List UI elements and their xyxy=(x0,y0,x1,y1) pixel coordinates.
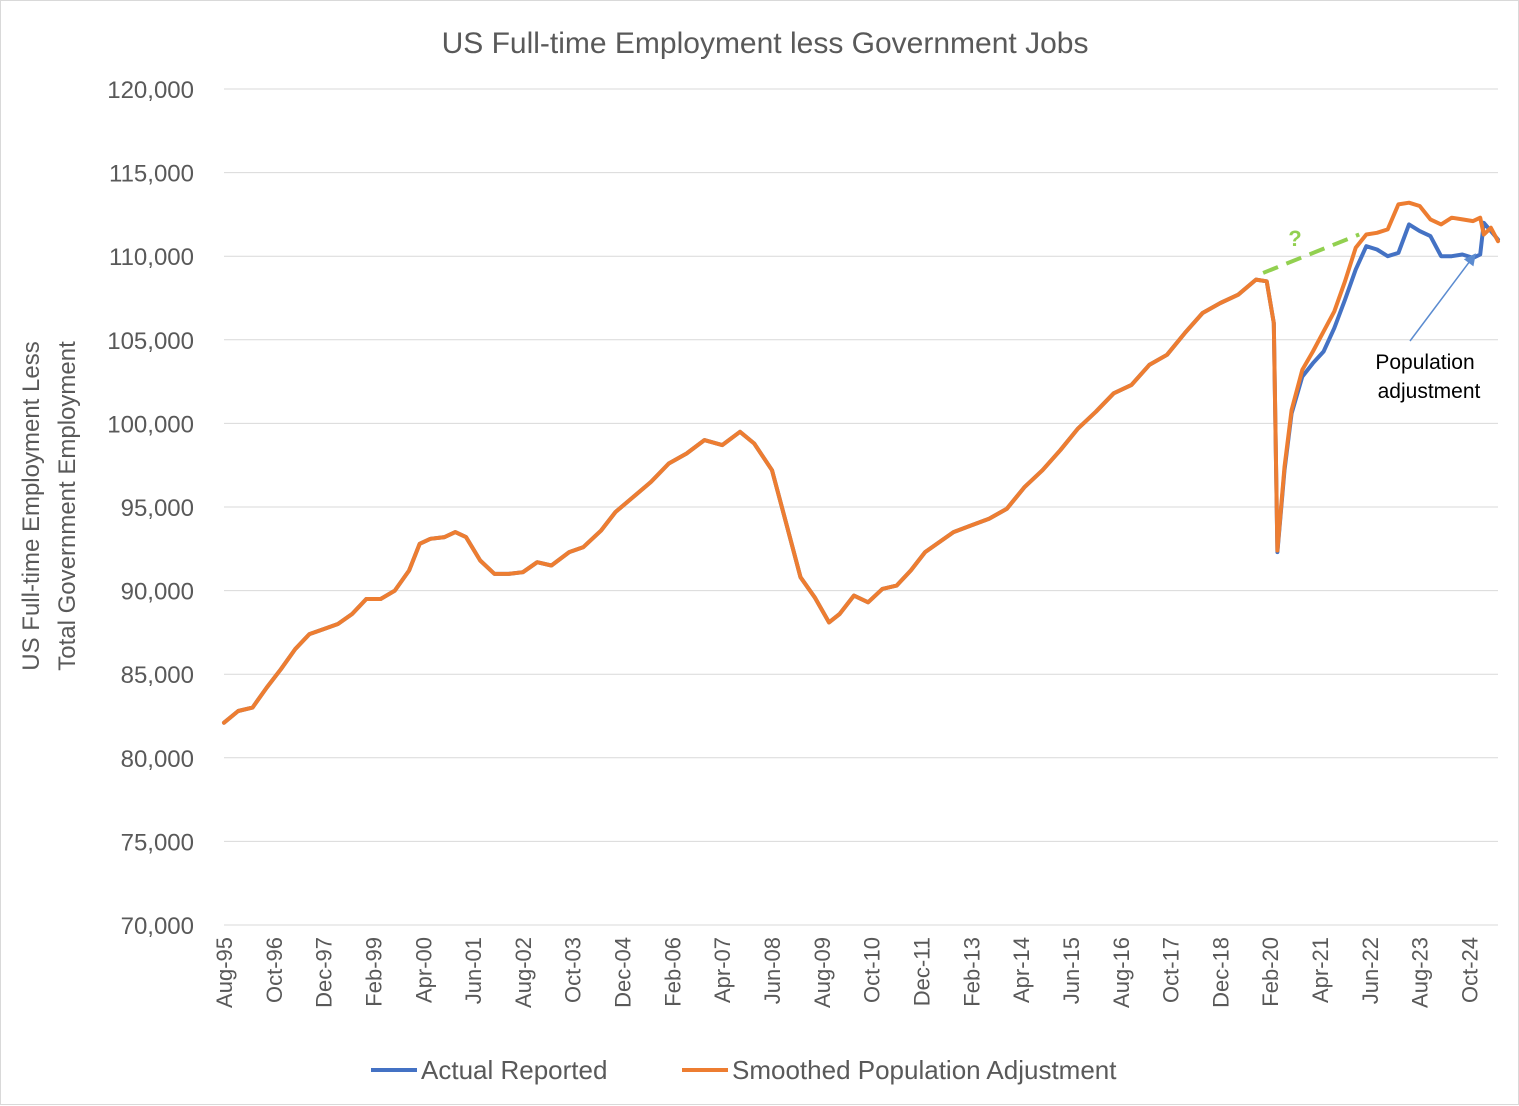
x-tick-label: Aug-23 xyxy=(1408,937,1433,1008)
y-tick-label: 95,000 xyxy=(121,495,194,522)
annotation-line-1: Population xyxy=(1375,351,1474,374)
x-tick-label: Jun-15 xyxy=(1059,937,1084,1004)
y-tick-label: 115,000 xyxy=(109,161,194,188)
series-line-0 xyxy=(222,220,1500,725)
x-tick-label: Oct-03 xyxy=(561,937,586,1003)
x-axis-ticks: Aug-95 Oct-96 Dec-97 Feb-99 Apr-00 Jun-01 Aug-… xyxy=(212,937,1483,1008)
legend-label-smoothed: Smoothed Population Adjustment xyxy=(732,1055,1117,1085)
x-tick-label: Jun-01 xyxy=(461,937,486,1004)
x-tick-label: Dec-18 xyxy=(1208,937,1233,1008)
x-tick-label: Aug-16 xyxy=(1109,937,1134,1008)
y-tick-label: 120,000 xyxy=(107,77,194,104)
x-tick-label: Aug-02 xyxy=(511,937,536,1008)
trend-overlay: ? xyxy=(1262,226,1360,275)
series-lines xyxy=(222,200,1500,725)
x-tick-label: Feb-13 xyxy=(959,937,984,1007)
x-tick-label: Oct-17 xyxy=(1159,937,1184,1003)
x-tick-label: Apr-21 xyxy=(1308,937,1333,1003)
y-axis-title-line-1: US Full-time Employment Less xyxy=(18,341,45,670)
trend-dashed-line xyxy=(1262,232,1360,275)
x-tick-label: Jun-08 xyxy=(760,937,785,1004)
x-tick-label: Feb-99 xyxy=(361,937,386,1007)
y-tick-label: 110,000 xyxy=(109,244,194,271)
annotation-arrow-shaft xyxy=(1409,254,1476,342)
series-line-1 xyxy=(222,200,1500,725)
chart-title: US Full-time Employment less Government … xyxy=(442,27,1089,60)
y-tick-label: 80,000 xyxy=(121,746,194,773)
y-tick-label: 85,000 xyxy=(121,662,194,689)
y-tick-label: 75,000 xyxy=(121,829,194,856)
x-tick-label: Dec-97 xyxy=(312,937,337,1008)
y-tick-label: 70,000 xyxy=(121,913,194,940)
y-tick-label: 90,000 xyxy=(121,579,194,606)
y-tick-label: 105,000 xyxy=(107,328,194,355)
x-tick-label: Feb-20 xyxy=(1258,937,1283,1007)
x-tick-label: Feb-06 xyxy=(660,937,685,1007)
x-tick-label: Dec-04 xyxy=(611,937,636,1008)
x-tick-label: Aug-09 xyxy=(810,937,835,1008)
trend-question-label: ? xyxy=(1288,226,1301,251)
legend: Actual Reported Smoothed Population Adju… xyxy=(371,1055,1117,1085)
y-axis-title: US Full-time Employment Less Total Gover… xyxy=(18,341,81,671)
x-tick-label: Apr-00 xyxy=(411,937,436,1003)
x-tick-label: Aug-95 xyxy=(212,937,237,1008)
x-tick-label: Oct-96 xyxy=(262,937,287,1003)
annotation: Population adjustment xyxy=(1375,253,1481,403)
x-tick-label: Oct-10 xyxy=(860,937,885,1003)
y-axis-ticks: 70,000 75,000 80,000 85,000 90,000 95,000 100,… xyxy=(107,77,194,940)
x-tick-label: Dec-11 xyxy=(909,937,934,1006)
legend-label-actual: Actual Reported xyxy=(421,1055,607,1085)
x-tick-label: Oct-24 xyxy=(1458,937,1483,1003)
x-tick-label: Apr-14 xyxy=(1009,937,1034,1003)
annotation-arrow-head xyxy=(1463,253,1476,267)
y-axis-title-line-2: Total Government Employment xyxy=(54,341,81,671)
x-tick-label: Apr-07 xyxy=(710,937,735,1003)
gridlines xyxy=(224,88,1498,926)
y-tick-label: 100,000 xyxy=(107,411,194,438)
x-tick-label: Jun-22 xyxy=(1358,937,1383,1004)
annotation-line-2: adjustment xyxy=(1378,380,1481,403)
